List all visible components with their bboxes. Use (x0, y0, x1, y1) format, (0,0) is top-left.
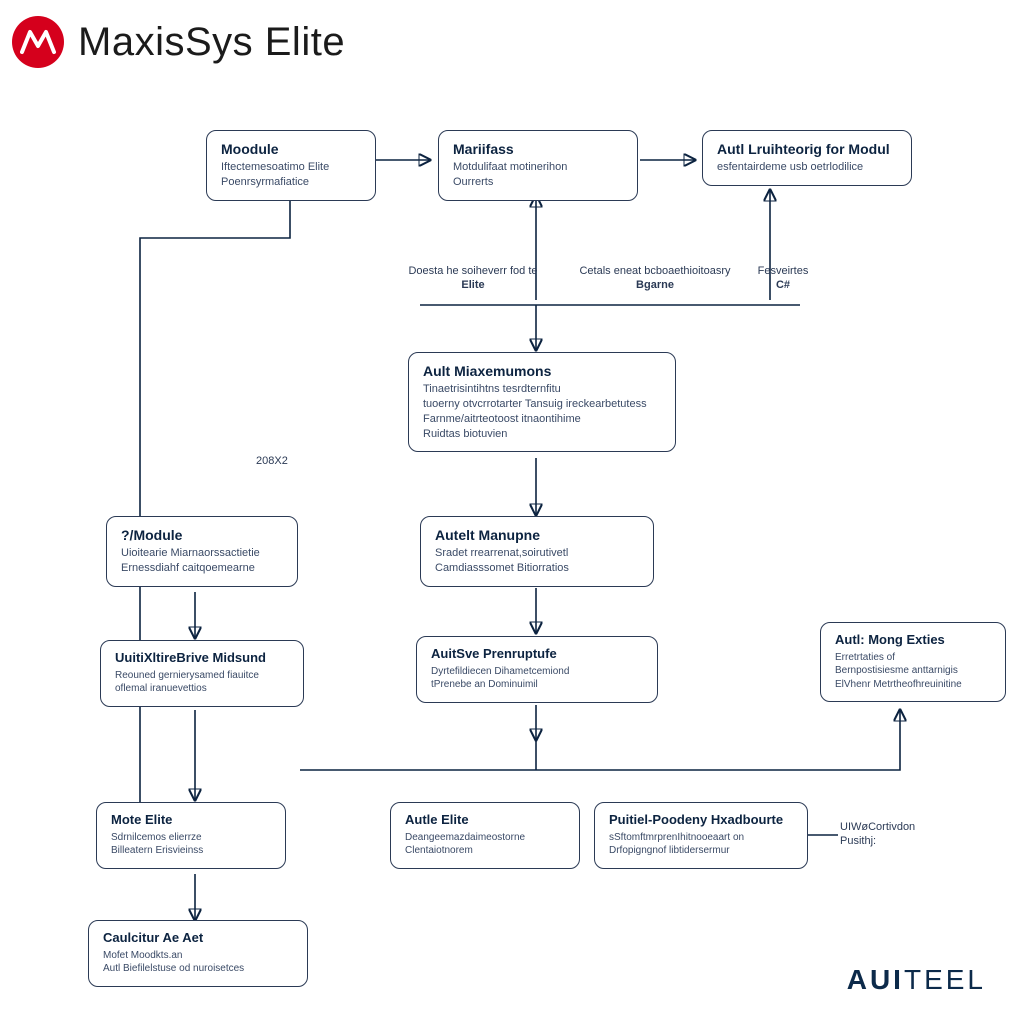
node-sub: Drfopigngnof libtidersermur (609, 844, 793, 858)
node-sub: oflemal iranuevettios (115, 682, 289, 696)
footer-brand-b: TEEL (904, 964, 986, 995)
label-uiw: UIWøCortivdon Pusithj: (840, 820, 936, 849)
node-sub: Deangeemazdaimeostorne (405, 831, 565, 845)
node-sub: ElVhenr Metrtheofhreuinitine (835, 678, 991, 692)
label-text: Elite (398, 278, 548, 292)
node-sub: Autl Biefilelstuse od nuroisetces (103, 962, 293, 976)
brand-logo-icon (12, 16, 64, 68)
node-sub: Erretrtaties of (835, 651, 991, 665)
node-sub: tPrenebe an Dominuimil (431, 678, 643, 692)
node-autelt-manupne: Autelt Manupne Sradet rrearrenat,soiruti… (420, 516, 654, 587)
node-title: AuitSve Prenruptufe (431, 647, 643, 662)
label-text: Doesta he soiheverr fod te (398, 264, 548, 278)
node-sub: Ernessdiahf caitqoemearne (121, 561, 283, 576)
label-text: UIWøCortivdon (840, 820, 936, 834)
node-sub: Billeatern Erisvieinss (111, 844, 271, 858)
label-text: C# (748, 278, 818, 292)
node-sub: Mofet Moodkts.an (103, 949, 293, 963)
page: MaxisSys Elite (0, 0, 1024, 1024)
node-title: Puitiel-Poodeny Hxadbourte (609, 813, 793, 828)
node-sub: Reouned gernierysamed fiauitce (115, 669, 289, 683)
node-sub: Camdiasssomet Bitiorratios (435, 561, 639, 576)
node-title: Autl Lruihteorig for Modul (717, 141, 897, 157)
node-sub: tuoerny otvcrrotarter Tansuig ireckearbe… (423, 397, 661, 412)
node-sub: Tinaetrisintihtns tesrdternfitu (423, 382, 661, 397)
label-text: Bgarne (570, 278, 740, 292)
node-ault-max: Ault Miaxemumons Tinaetrisintihtns tesrd… (408, 352, 676, 452)
node-autl-module: Autl Lruihteorig for Modul esfentairdeme… (702, 130, 912, 186)
node-module: Moodule Iftectemesoatimo Elite Poenrsyrm… (206, 130, 376, 201)
node-sub: Sdrnilcemos elierrze (111, 831, 271, 845)
node-sub: Uioitearie Miarnaorssactietie (121, 546, 283, 561)
node-sub: Ruidtas biotuvien (423, 427, 661, 442)
node-title: Ault Miaxemumons (423, 363, 661, 379)
node-sub: esfentairdeme usb oetrlodilice (717, 160, 897, 175)
node-mariifass: Mariifass Motdulifaat motinerihon Ourrer… (438, 130, 638, 201)
node-sub: Motdulifaat motinerihon (453, 160, 623, 175)
node-mote-elite: Mote Elite Sdrnilcemos elierrze Billeate… (96, 802, 286, 869)
node-sub: Dyrtefildiecen Dihametcemiond (431, 665, 643, 679)
node-sub: Iftectemesoatimo Elite (221, 160, 361, 175)
node-sub: Clentaiotnorem (405, 844, 565, 858)
node-autle-elite: Autle Elite Deangeemazdaimeostorne Clent… (390, 802, 580, 869)
node-uuiti: UuitiXltireBrive Midsund Reouned gernier… (100, 640, 304, 707)
footer-brand-a: AUI (847, 964, 904, 995)
label-text: Cetals eneat bcboaethioitoasry (570, 264, 740, 278)
label-text: Fesveirtes (748, 264, 818, 278)
label-cs: Fesveirtes C# (748, 264, 818, 293)
node-auitsve: AuitSve Prenruptufe Dyrtefildiecen Diham… (416, 636, 658, 703)
node-title: Autl: Mong Exties (835, 633, 991, 648)
node-caulcitur: Caulcitur Ae Aet Mofet Moodkts.an Autl B… (88, 920, 308, 987)
node-sub: Poenrsyrmafiatice (221, 175, 361, 190)
label-text: 208X2 (256, 455, 288, 467)
node-title: Autelt Manupne (435, 527, 639, 543)
node-title: UuitiXltireBrive Midsund (115, 651, 289, 666)
brand-title: MaxisSys Elite (78, 20, 345, 65)
label-bgarne: Cetals eneat bcboaethioitoasry Bgarne (570, 264, 740, 293)
node-title: Mariifass (453, 141, 623, 157)
node-puitiel: Puitiel-Poodeny Hxadbourte sSftomftmrpre… (594, 802, 808, 869)
label-elite: Doesta he soiheverr fod te Elite (398, 264, 548, 293)
node-title: Autle Elite (405, 813, 565, 828)
node-sub: Sradet rrearrenat,soirutivetl (435, 546, 639, 561)
node-title: Mote Elite (111, 813, 271, 828)
node-autl-mong: Autl: Mong Exties Erretrtaties of Bernpo… (820, 622, 1006, 702)
node-module2: ?/Module Uioitearie Miarnaorssactietie E… (106, 516, 298, 587)
node-sub: sSftomftmrprenIhitnooeaart on (609, 831, 793, 845)
node-title: Moodule (221, 141, 361, 157)
footer-brand: AUITEEL (847, 964, 986, 996)
node-sub: Farnme/aitrteotoost itnaontihime (423, 412, 661, 427)
label-208x2: 208X2 (256, 454, 288, 468)
node-title: ?/Module (121, 527, 283, 543)
node-title: Caulcitur Ae Aet (103, 931, 293, 946)
node-sub: Bernpostisiesme anttarnigis (835, 664, 991, 678)
header: MaxisSys Elite (12, 16, 345, 68)
label-text: Pusithj: (840, 834, 936, 848)
node-sub: Ourrerts (453, 175, 623, 190)
